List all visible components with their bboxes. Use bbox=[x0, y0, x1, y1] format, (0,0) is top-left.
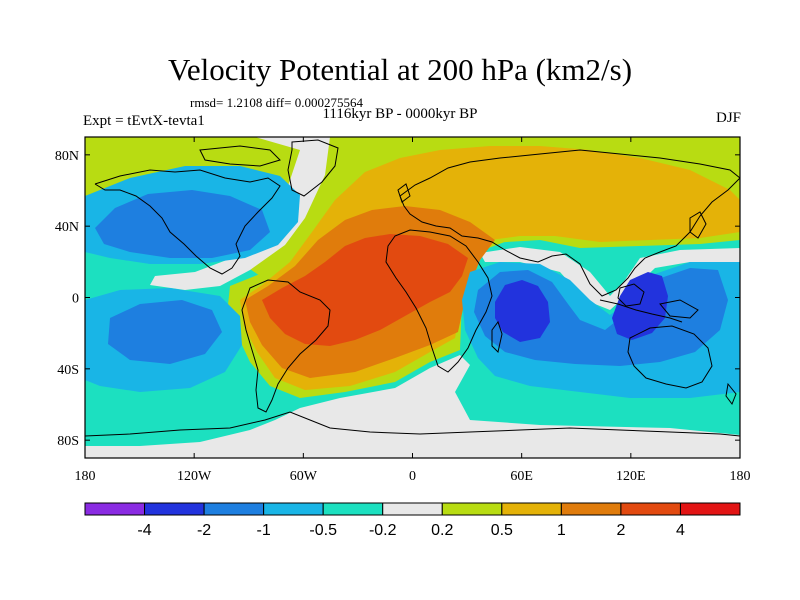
colorbar-swatch bbox=[620, 502, 681, 516]
coast-greenland bbox=[287, 139, 339, 197]
colorbar-label: -2 bbox=[197, 522, 211, 539]
colorbar-swatch bbox=[144, 502, 205, 516]
coast-new-zealand bbox=[725, 382, 737, 406]
coast-antarctica bbox=[85, 411, 740, 437]
coast-south-america bbox=[241, 279, 331, 413]
colorbar-swatch bbox=[84, 502, 146, 516]
coast-eurasia bbox=[399, 149, 740, 297]
colorbar-swatch bbox=[560, 502, 622, 516]
colorbar-label: -0.5 bbox=[309, 522, 337, 539]
band-neg-medblue-spac bbox=[108, 300, 222, 364]
coast-indonesia bbox=[599, 299, 683, 323]
map-axes: 180 120W 60W 0 60E 120E 180 80N 40N 0 40S 80S bbox=[55, 137, 751, 484]
lat-tick-label: 0 bbox=[72, 292, 79, 307]
colorbar-label: -0.2 bbox=[369, 522, 397, 539]
colorbar-label: 0.5 bbox=[491, 522, 513, 539]
colorbar-swatch bbox=[263, 502, 324, 516]
period-label: 1116kyr BP - 0000kyr BP bbox=[322, 106, 478, 122]
coastlines bbox=[85, 139, 740, 437]
lon-tick-label: 0 bbox=[409, 469, 416, 484]
colorbar-label: -1 bbox=[257, 522, 271, 539]
colorbar-label: -4 bbox=[137, 522, 151, 539]
lat-tick-label: 40S bbox=[57, 363, 79, 378]
coast-africa bbox=[385, 229, 493, 373]
coast-japan bbox=[689, 211, 707, 239]
lon-tick-label: 180 bbox=[75, 469, 96, 484]
colorbar-label: 1 bbox=[557, 522, 566, 539]
coast-australia bbox=[627, 325, 713, 389]
season-label: DJF bbox=[715, 110, 741, 126]
coast-british-isles bbox=[397, 183, 411, 203]
lat-tick-label: 80N bbox=[55, 149, 79, 164]
colorbar-swatch bbox=[679, 502, 741, 516]
colorbar-swatch bbox=[501, 502, 562, 516]
colorbar-swatch bbox=[441, 502, 503, 516]
lat-tick-label: 40N bbox=[55, 220, 79, 235]
colorbar-swatch bbox=[203, 502, 265, 516]
coast-borneo bbox=[617, 283, 645, 307]
coast-new-guinea bbox=[659, 299, 699, 319]
map-title: Velocity Potential at 200 hPa (km2/s) bbox=[167, 52, 633, 87]
band-neutral-grey-south bbox=[85, 355, 740, 458]
lon-tick-label: 120E bbox=[616, 469, 646, 484]
band-neg-darkblue-mc bbox=[612, 272, 668, 340]
rmsd-stats: rmsd= 1.2108 diff= 0.000275564 bbox=[190, 95, 363, 110]
colorbar: -4 -2 -1 -0.5 -0.2 0.2 0.5 1 2 4 bbox=[84, 502, 741, 539]
coast-madagascar bbox=[491, 320, 503, 353]
band-neg-medblue-npac bbox=[95, 190, 270, 258]
colorbar-label: 2 bbox=[616, 522, 625, 539]
colorbar-label: 0.2 bbox=[431, 522, 453, 539]
lon-tick-label: 60W bbox=[290, 469, 318, 484]
coast-north-america bbox=[94, 169, 281, 275]
contour-field bbox=[85, 137, 740, 458]
lon-tick-label: 180 bbox=[730, 469, 751, 484]
lat-tick-label: 80S bbox=[57, 434, 79, 449]
colorbar-label: 4 bbox=[676, 522, 685, 539]
colorbar-swatch bbox=[322, 502, 384, 516]
lon-tick-label: 60E bbox=[510, 469, 533, 484]
band-pos-redorange bbox=[262, 234, 468, 346]
band-neutral-grey-eq bbox=[480, 247, 740, 310]
colorbar-swatch bbox=[382, 502, 443, 516]
coast-canadian-arctic bbox=[199, 145, 281, 167]
band-neg-darkblue-io bbox=[495, 280, 550, 342]
experiment-label: Expt = tEvtX-tevta1 bbox=[83, 113, 205, 129]
lon-tick-label: 120W bbox=[177, 469, 212, 484]
